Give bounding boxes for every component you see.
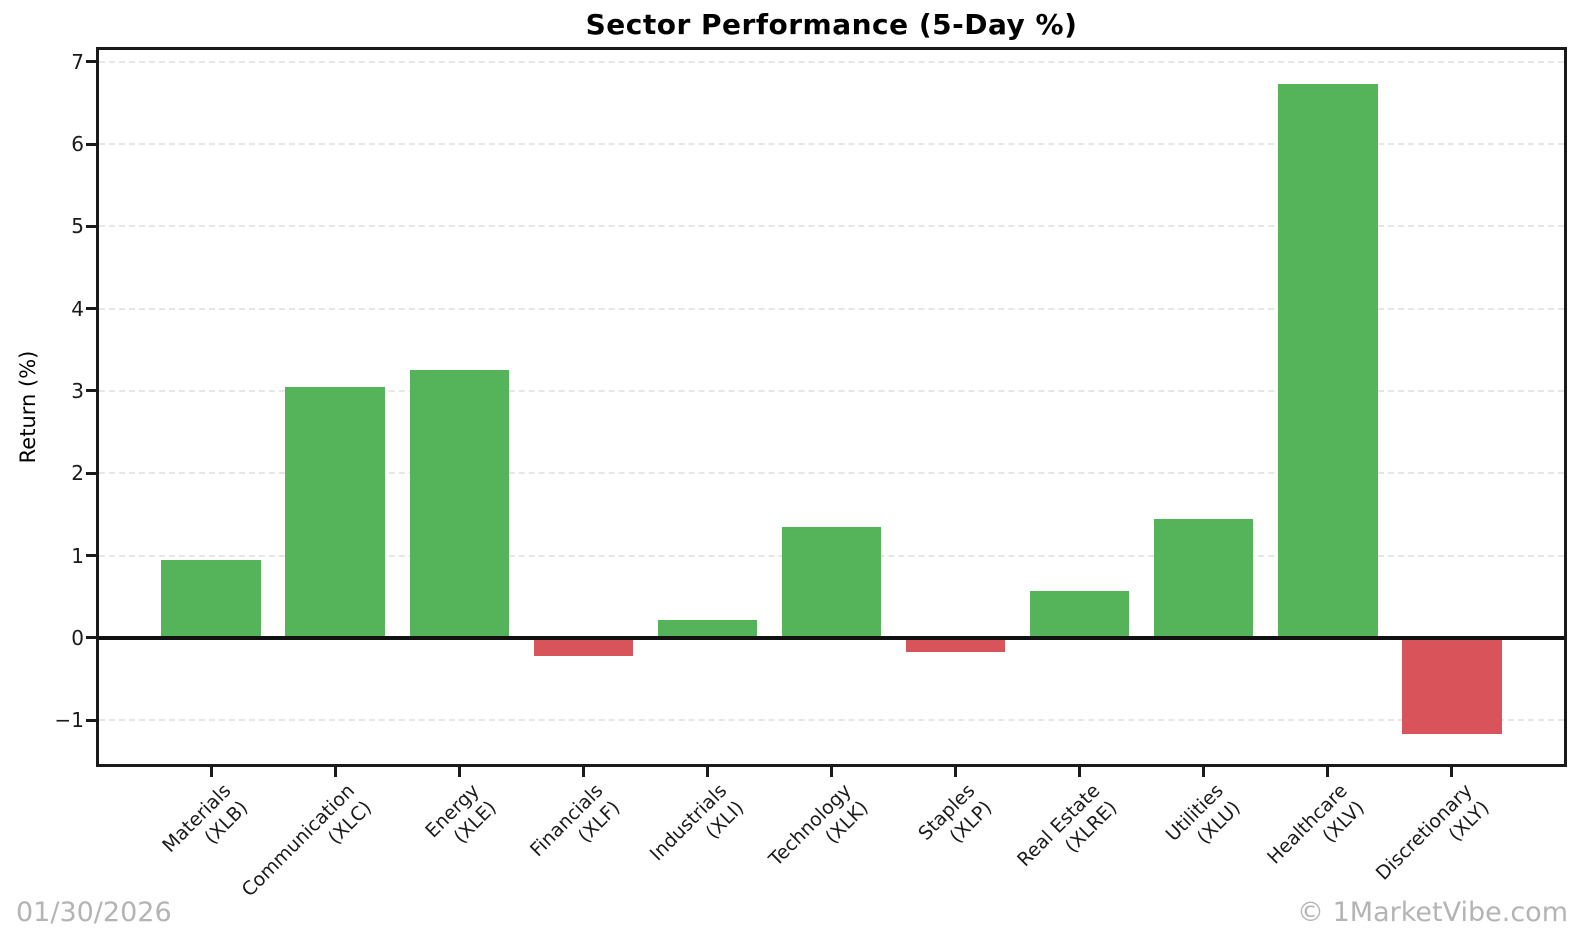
- y-tick-label-4: 4: [71, 296, 84, 321]
- gridline-y-2: [99, 472, 1564, 475]
- bar-energy: [409, 370, 509, 638]
- bar-communication: [285, 386, 385, 638]
- x-tick-mark-7: [1078, 767, 1082, 777]
- x-tick-label-text: Utilities (XLU): [1161, 779, 1245, 849]
- x-tick-label-text: Financials (XLF): [526, 779, 625, 862]
- x-tick-label-text: Technology (XLK): [764, 779, 873, 871]
- gridline-y-4: [99, 307, 1564, 310]
- gridline-y-6: [99, 143, 1564, 146]
- bar-real-estate: [1030, 590, 1130, 638]
- x-tick-label-text: Discretionary (XLY): [1371, 779, 1494, 885]
- bar-discretionary: [1402, 637, 1502, 735]
- y-tick-mark-2: [86, 471, 96, 475]
- x-tick-mark-5: [830, 767, 833, 777]
- bar-healthcare: [1278, 84, 1378, 638]
- x-tick-mark-8: [1202, 767, 1206, 777]
- y-tick-mark-0: [86, 636, 96, 640]
- x-tick-label-text: Communication (XLC): [237, 779, 377, 902]
- gridline-y-7: [99, 60, 1564, 63]
- x-tick-mark-6: [954, 767, 958, 777]
- y-tick-label-3: 3: [71, 378, 84, 403]
- y-tick-label-6: 6: [71, 132, 84, 157]
- y-tick-mark-6: [86, 142, 96, 146]
- x-tick-mark-4: [705, 767, 709, 777]
- zero-baseline: [99, 635, 1564, 640]
- chart-title: Sector Performance (5-Day %): [585, 8, 1078, 41]
- gridline-y-5: [99, 225, 1564, 228]
- y-tick-mark--1: [86, 718, 96, 722]
- footer-date: 01/30/2026: [16, 897, 172, 928]
- x-tick-mark-2: [457, 767, 461, 777]
- plot-area: [96, 47, 1567, 767]
- y-tick-label-1: 1: [71, 543, 84, 568]
- x-tick-label-text: Healthcare (XLV): [1263, 779, 1370, 869]
- x-tick-label-text: Real Estate (XLRE): [1012, 779, 1121, 872]
- y-tick-mark-1: [86, 554, 96, 558]
- bar-staples: [905, 637, 1006, 652]
- x-tick-mark-10: [1450, 767, 1454, 777]
- y-tick-mark-5: [86, 224, 96, 228]
- gridline-y-3: [99, 389, 1564, 392]
- y-axis-label-text: Return (%): [16, 350, 40, 464]
- y-tick-label-7: 7: [71, 49, 84, 74]
- y-tick-label-2: 2: [71, 461, 84, 486]
- bar-industrials: [657, 619, 758, 638]
- x-tick-label-text: Staples (XLP): [914, 779, 997, 848]
- y-tick-mark-7: [86, 60, 96, 64]
- y-tick-label--1: −1: [54, 708, 84, 733]
- x-tick-label-text: Industrials (XLI): [646, 779, 749, 866]
- bar-materials: [161, 559, 261, 638]
- x-tick-label-text: Materials (XLB): [158, 779, 253, 857]
- x-tick-mark-3: [581, 767, 585, 777]
- gridline-y--1: [99, 719, 1564, 722]
- bar-financials: [533, 637, 633, 656]
- x-tick-mark-9: [1326, 767, 1330, 777]
- bar-utilities: [1154, 519, 1254, 638]
- x-tick-mark-1: [333, 767, 337, 777]
- y-tick-mark-3: [86, 389, 96, 393]
- y-tick-mark-4: [86, 307, 96, 311]
- x-tick-mark-0: [209, 767, 213, 777]
- bar-technology: [781, 526, 882, 638]
- y-tick-label-0: 0: [71, 625, 84, 650]
- footer-watermark: © 1MarketVibe.com: [1297, 897, 1568, 928]
- x-tick-label-text: Energy (XLE): [420, 779, 501, 848]
- y-tick-label-5: 5: [71, 214, 84, 239]
